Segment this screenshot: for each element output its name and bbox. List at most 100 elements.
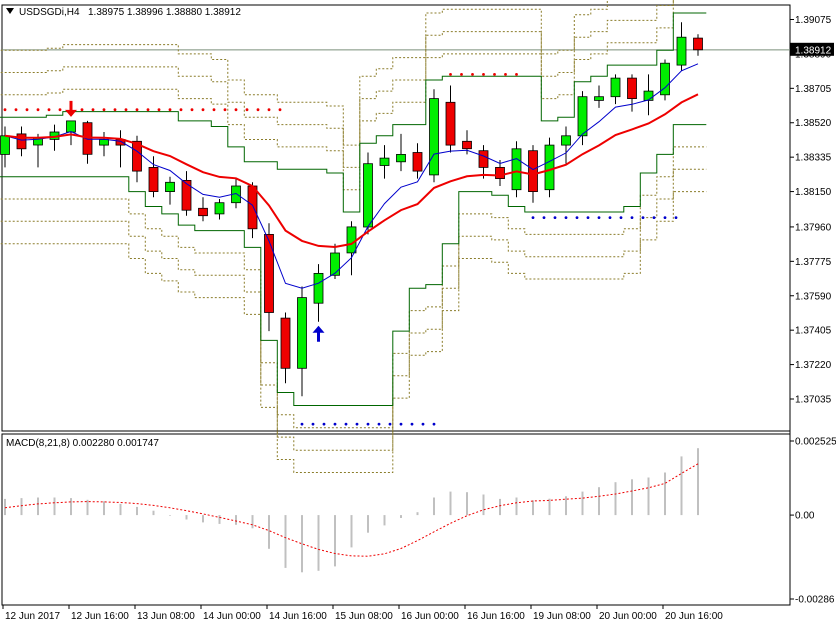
buy-signal-dot [619, 216, 623, 220]
buy-signal-dot [322, 422, 326, 426]
bear-candle [445, 101, 456, 146]
buy-signal-dot [399, 422, 403, 426]
sell-signal-dot [245, 108, 249, 112]
up-arrow-icon [312, 325, 325, 342]
bear-candle [148, 166, 159, 192]
time-tick-label: 19 Jun 08:00 [533, 611, 591, 622]
axes: 1.390751.388901.387051.385201.383351.381… [2, 15, 836, 622]
sell-signal-dot [25, 108, 29, 112]
time-tick-label: 16 Jun 16:00 [467, 611, 525, 622]
price-channel [0, 12, 707, 406]
bear-candle [181, 179, 192, 211]
bear-candle [627, 77, 637, 99]
bull-candle [660, 62, 670, 96]
buy-signal-dot [531, 216, 535, 220]
sell-signal-dot [223, 108, 227, 112]
sell-signal-dot [102, 108, 106, 112]
buy-signal-dot [542, 216, 546, 220]
macd-panel [4, 448, 699, 573]
macd-label: MACD(8,21,8) 0.002280 0.001747 [6, 438, 159, 449]
bull-candle [99, 139, 109, 146]
time-tick-label: 20 Jun 00:00 [599, 611, 657, 622]
sell-signal-dot [14, 108, 18, 112]
sell-signal-dot [278, 108, 282, 112]
bull-candle [363, 163, 373, 228]
bull-candle [396, 153, 406, 163]
sell-signal-dot [91, 108, 95, 112]
sell-signal-dot [212, 108, 216, 112]
bull-candle [594, 96, 604, 101]
sell-signal-dot [201, 108, 205, 112]
bear-candle [280, 317, 291, 369]
buy-signal-dot [355, 422, 359, 426]
chart-symbol: USDSGDi,H4 [19, 7, 80, 18]
buy-signal-dot [333, 422, 337, 426]
sell-signal-dot [47, 108, 51, 112]
bull-candle [577, 96, 588, 137]
buy-signal-dot [597, 216, 601, 220]
price-tick-label: 1.37405 [795, 326, 832, 337]
envelope-band-6 [0, 191, 707, 473]
price-tick-label: 1.37590 [795, 291, 832, 302]
sell-signal-dot [267, 108, 271, 112]
collapse-triangle-icon[interactable] [6, 8, 14, 14]
current-price-badge [790, 42, 834, 56]
bear-candle [462, 140, 472, 150]
price-panel-border [1, 4, 791, 432]
sell-signal-dot [157, 108, 161, 112]
buy-signal-dot [344, 422, 348, 426]
envelope-band-1 [0, 0, 674, 191]
sell-signal-dot [168, 108, 172, 112]
bull-candle [610, 77, 621, 98]
bear-candle [495, 166, 505, 179]
bull-candle [214, 202, 225, 215]
macd-tick-label: 0.002525 [795, 437, 836, 448]
sell-signal-dot [449, 73, 452, 76]
bull-candle [66, 120, 76, 133]
envelope-band-4 [0, 146, 707, 429]
buy-signal-dot [630, 216, 634, 220]
bull-candle [165, 181, 175, 193]
buy-signal-dot [641, 216, 645, 220]
buy-signal-dot [564, 216, 568, 220]
bear-candle [478, 150, 489, 168]
sell-signal-dot [58, 108, 62, 112]
envelope-band-2 [0, 0, 674, 168]
sell-signal-dot [471, 73, 474, 76]
slow-ma-line [4, 93, 699, 249]
macd-tick-label: -0.00286 [795, 595, 835, 606]
bull-candle [511, 148, 522, 191]
price-tick-label: 1.38335 [795, 153, 832, 164]
buy-signal-dot [421, 422, 425, 426]
buy-signal-dot [586, 216, 590, 220]
buy-signal-dot [652, 216, 656, 220]
time-tick-label: 12 Jun 2017 [5, 611, 60, 622]
bear-candle [247, 185, 258, 230]
channel-lower-line [0, 124, 707, 406]
buy-signal-dot [674, 216, 678, 220]
bull-candle [297, 297, 307, 369]
macd-tick-label: 0.00 [795, 511, 815, 522]
buy-signal-dot [300, 422, 304, 426]
price-tick-label: 1.37035 [795, 395, 832, 406]
bull-candle [544, 144, 555, 191]
time-tick-label: 16 Jun 00:00 [401, 611, 459, 622]
chart-ohlc: 1.38975 1.38996 1.38880 1.38912 [88, 7, 241, 18]
sell-signal-dot [135, 108, 139, 112]
time-tick-label: 20 Jun 16:00 [665, 611, 723, 622]
bear-candle [132, 140, 142, 172]
price-tick-label: 1.37960 [795, 222, 832, 233]
signal-arrows [65, 100, 325, 342]
bull-candle [330, 252, 340, 276]
current-price-label: 1.38912 [795, 45, 832, 56]
signal-dots [3, 73, 678, 426]
candles [0, 22, 703, 397]
sell-signal-dot [504, 73, 507, 76]
sell-signal-dot [36, 108, 40, 112]
bear-candle [412, 152, 423, 172]
bear-candle [16, 133, 27, 150]
sell-signal-dot [179, 108, 183, 112]
sell-signal-dot [493, 73, 496, 76]
channel-upper-line [0, 12, 707, 213]
down-arrow-icon [65, 100, 77, 117]
